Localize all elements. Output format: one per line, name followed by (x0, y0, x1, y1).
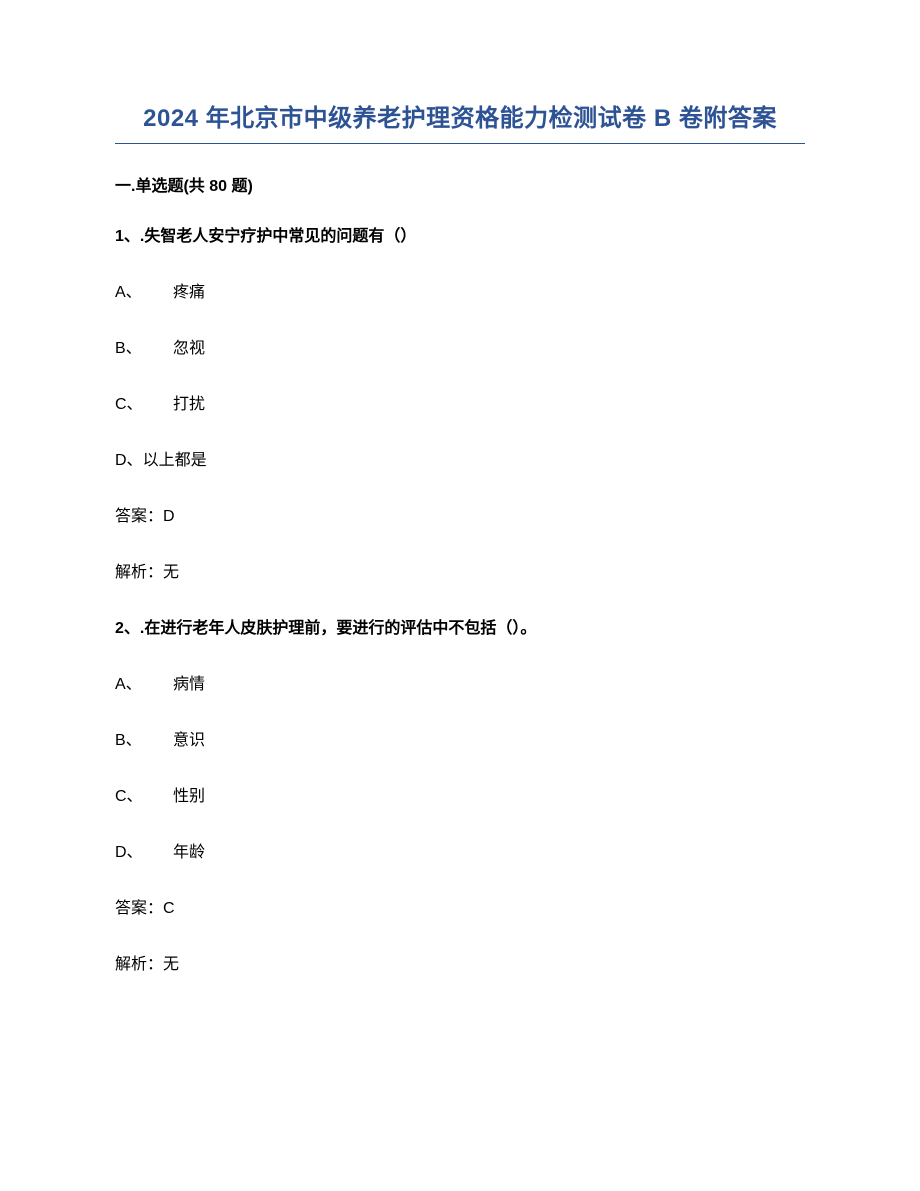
question-1-answer: 答案：D (115, 502, 805, 526)
question-1-option-b: B、忽视 (115, 334, 805, 358)
option-label: C、 (115, 390, 173, 414)
question-2-option-c: C、性别 (115, 782, 805, 806)
question-2-option-b: B、意识 (115, 726, 805, 750)
option-text: 打扰 (173, 396, 205, 413)
question-2-explanation: 解析：无 (115, 950, 805, 974)
option-label: B、 (115, 726, 173, 750)
option-label: D、 (115, 838, 173, 862)
explanation-label: 解析： (115, 564, 163, 581)
answer-label: 答案： (115, 508, 163, 525)
explanation-label: 解析： (115, 956, 163, 973)
section-header: 一.单选题(共 80 题) (115, 172, 805, 196)
option-text: 性别 (173, 788, 205, 805)
answer-value: C (163, 900, 175, 917)
answer-label: 答案： (115, 900, 163, 917)
question-1-explanation: 解析：无 (115, 558, 805, 582)
option-label: C、 (115, 782, 173, 806)
option-text: 年龄 (173, 844, 205, 861)
question-stem: .在进行老年人皮肤护理前，要进行的评估中不包括（）。 (140, 620, 536, 637)
option-text: 疼痛 (173, 284, 205, 301)
question-stem: .失智老人安宁疗护中常见的问题有（） (140, 228, 416, 245)
question-number: 2、 (115, 620, 140, 637)
option-label: B、 (115, 334, 173, 358)
document-title: 2024 年北京市中级养老护理资格能力检测试卷 B 卷附答案 (115, 98, 805, 144)
question-2-option-d: D、年龄 (115, 838, 805, 862)
option-label: A、 (115, 670, 173, 694)
question-1-text: 1、.失智老人安宁疗护中常见的问题有（） (115, 222, 805, 246)
question-1-option-c: C、打扰 (115, 390, 805, 414)
option-text: 忽视 (173, 340, 205, 357)
option-label: D、 (115, 452, 143, 469)
option-text: 意识 (173, 732, 205, 749)
question-1-option-a: A、疼痛 (115, 278, 805, 302)
explanation-value: 无 (163, 956, 179, 973)
question-number: 1、 (115, 228, 140, 245)
answer-value: D (163, 508, 175, 525)
question-2-option-a: A、病情 (115, 670, 805, 694)
option-text: 以上都是 (143, 452, 207, 469)
explanation-value: 无 (163, 564, 179, 581)
question-1-option-d: D、以上都是 (115, 446, 805, 470)
option-text: 病情 (173, 676, 205, 693)
question-2-text: 2、.在进行老年人皮肤护理前，要进行的评估中不包括（）。 (115, 614, 805, 638)
question-2-answer: 答案：C (115, 894, 805, 918)
option-label: A、 (115, 278, 173, 302)
